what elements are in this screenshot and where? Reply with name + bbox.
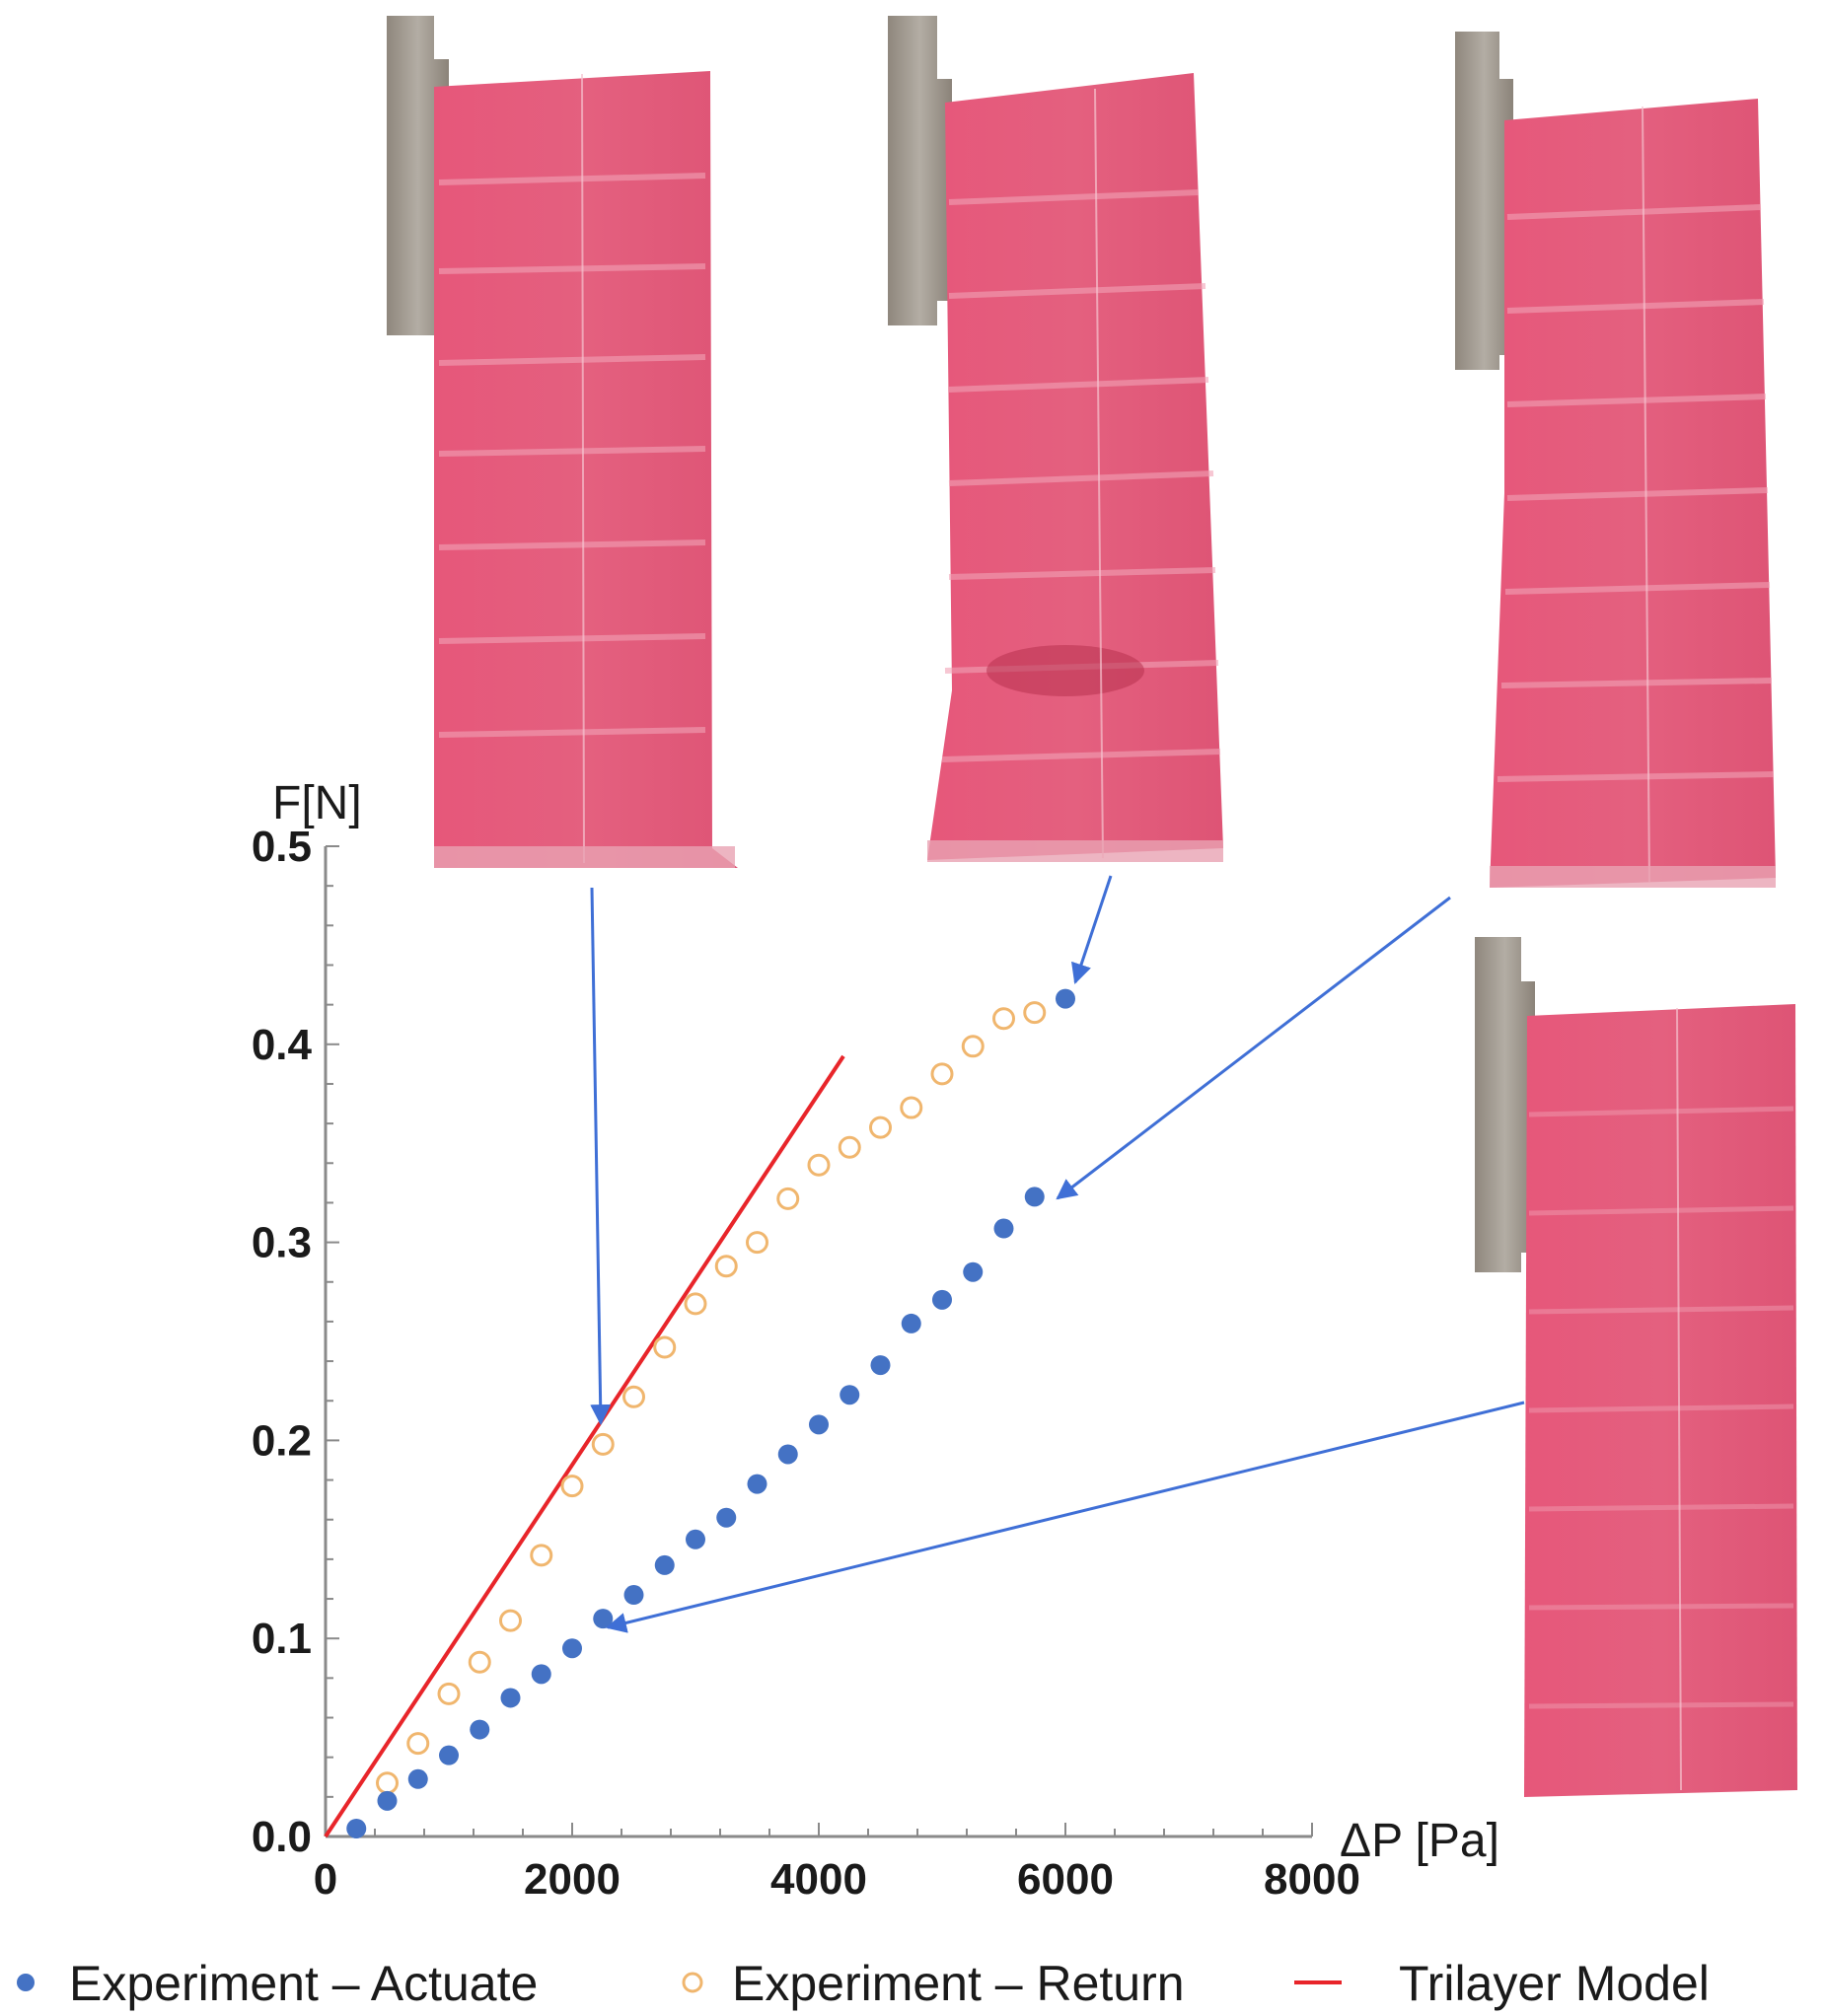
actuate-point	[377, 1790, 398, 1811]
legend-actuate-label: Experiment – Actuate	[69, 1956, 538, 2011]
y-tick-label: 0.4	[252, 1021, 313, 1069]
return-point	[714, 1255, 738, 1278]
return-point	[838, 1135, 861, 1159]
x-tick-label: 6000	[1017, 1855, 1114, 1904]
sample-photo-3	[1455, 32, 1776, 888]
return-point	[437, 1682, 461, 1705]
experiment-return-series	[376, 1001, 1047, 1795]
experiment-actuate-series	[346, 988, 1075, 1838]
actuate-point	[777, 1444, 798, 1465]
return-point	[992, 1007, 1015, 1031]
sample-photo-2	[888, 16, 1223, 862]
arrow-photo-2	[1071, 875, 1113, 984]
legend-actuate-marker	[17, 1974, 35, 1991]
actuate-point	[562, 1638, 582, 1659]
actuate-point	[470, 1719, 490, 1740]
actuate-point	[654, 1554, 675, 1575]
return-point	[499, 1609, 522, 1632]
actuate-point	[840, 1385, 860, 1405]
return-point	[961, 1035, 985, 1058]
actuate-point	[870, 1355, 891, 1376]
return-point	[776, 1187, 800, 1210]
actuate-point	[439, 1745, 459, 1765]
arrow-photo-4	[605, 1401, 1525, 1633]
return-point	[930, 1062, 954, 1086]
y-tick-label: 0.5	[252, 823, 312, 871]
return-point	[530, 1544, 553, 1567]
y-tick-label: 0.3	[252, 1219, 312, 1267]
sample-photo-4	[1475, 937, 1797, 1797]
return-point	[591, 1432, 615, 1456]
return-point	[622, 1385, 645, 1408]
y-tick-label: 0.0	[252, 1813, 312, 1861]
x-tick-label: 0	[314, 1855, 337, 1904]
return-point	[468, 1650, 491, 1674]
y-tick-label: 0.2	[252, 1416, 312, 1465]
return-point	[746, 1231, 768, 1255]
actuate-point	[500, 1688, 521, 1708]
x-ticks: 0 2000 4000 6000 8000	[314, 1823, 1360, 1904]
arrow-photo-3	[1056, 896, 1451, 1200]
trilayer-model-series	[324, 1054, 845, 1838]
actuate-point	[346, 1818, 367, 1838]
y-ticks: 0.0 0.1 0.2 0.3 0.4 0.5	[252, 823, 339, 1861]
return-point	[406, 1732, 430, 1756]
actuate-point	[901, 1313, 921, 1333]
return-point	[869, 1116, 892, 1139]
x-axis-title: ΔP [Pa]	[1340, 1815, 1499, 1867]
x-tick-label: 4000	[770, 1855, 867, 1904]
actuate-point	[993, 1218, 1014, 1239]
legend-return-marker	[682, 1972, 703, 1993]
legend: Experiment – Actuate Experiment – Return…	[17, 1956, 1710, 2011]
return-point	[560, 1475, 584, 1498]
actuate-point	[407, 1768, 428, 1789]
actuate-point	[1056, 988, 1075, 1009]
actuate-point	[686, 1529, 705, 1549]
legend-model-label: Trilayer Model	[1399, 1956, 1710, 2011]
actuate-point	[809, 1414, 829, 1435]
actuate-point	[623, 1585, 644, 1606]
annotation-arrows	[590, 875, 1525, 1633]
return-point	[807, 1153, 831, 1177]
actuate-point	[1024, 1187, 1045, 1207]
return-point	[653, 1335, 677, 1359]
sample-photo-1	[387, 16, 738, 868]
actuate-point	[531, 1664, 551, 1685]
legend-return-label: Experiment – Return	[732, 1956, 1185, 2011]
actuate-point	[963, 1261, 984, 1282]
y-axis-title: F[N]	[272, 777, 362, 829]
trilayer-model-line	[324, 1054, 845, 1838]
x-tick-label: 2000	[524, 1855, 621, 1904]
axes	[324, 846, 1312, 1838]
y-tick-label: 0.1	[252, 1615, 312, 1663]
actuate-point	[747, 1474, 767, 1494]
return-point	[1023, 1001, 1047, 1025]
return-point	[684, 1292, 707, 1316]
return-point	[376, 1771, 399, 1795]
actuate-point	[932, 1289, 952, 1310]
arrow-photo-1	[590, 887, 612, 1426]
x-tick-label: 8000	[1264, 1855, 1360, 1904]
return-point	[900, 1096, 923, 1119]
actuate-point	[716, 1507, 737, 1528]
